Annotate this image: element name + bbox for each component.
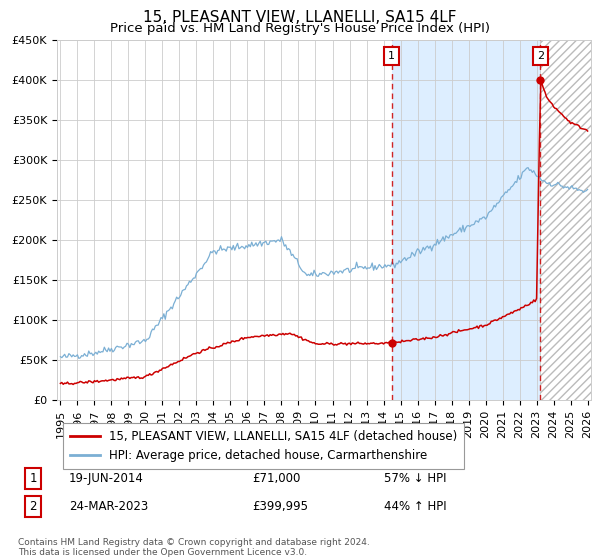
- Text: 24-MAR-2023: 24-MAR-2023: [69, 500, 148, 514]
- Text: 2: 2: [537, 51, 544, 61]
- Text: 15, PLEASANT VIEW, LLANELLI, SA15 4LF: 15, PLEASANT VIEW, LLANELLI, SA15 4LF: [143, 10, 457, 25]
- Text: Price paid vs. HM Land Registry's House Price Index (HPI): Price paid vs. HM Land Registry's House …: [110, 22, 490, 35]
- Bar: [392, 40, 541, 400]
- Text: 57% ↓ HPI: 57% ↓ HPI: [384, 472, 446, 486]
- Legend: 15, PLEASANT VIEW, LLANELLI, SA15 4LF (detached house), HPI: Average price, deta: 15, PLEASANT VIEW, LLANELLI, SA15 4LF (d…: [63, 423, 464, 469]
- Text: 1: 1: [388, 51, 395, 61]
- Text: 19-JUN-2014: 19-JUN-2014: [69, 472, 144, 486]
- Text: 2: 2: [29, 500, 37, 514]
- Text: Contains HM Land Registry data © Crown copyright and database right 2024.
This d: Contains HM Land Registry data © Crown c…: [18, 538, 370, 557]
- Text: £399,995: £399,995: [252, 500, 308, 514]
- Text: £71,000: £71,000: [252, 472, 301, 486]
- Text: 1: 1: [29, 472, 37, 486]
- Text: 44% ↑ HPI: 44% ↑ HPI: [384, 500, 446, 514]
